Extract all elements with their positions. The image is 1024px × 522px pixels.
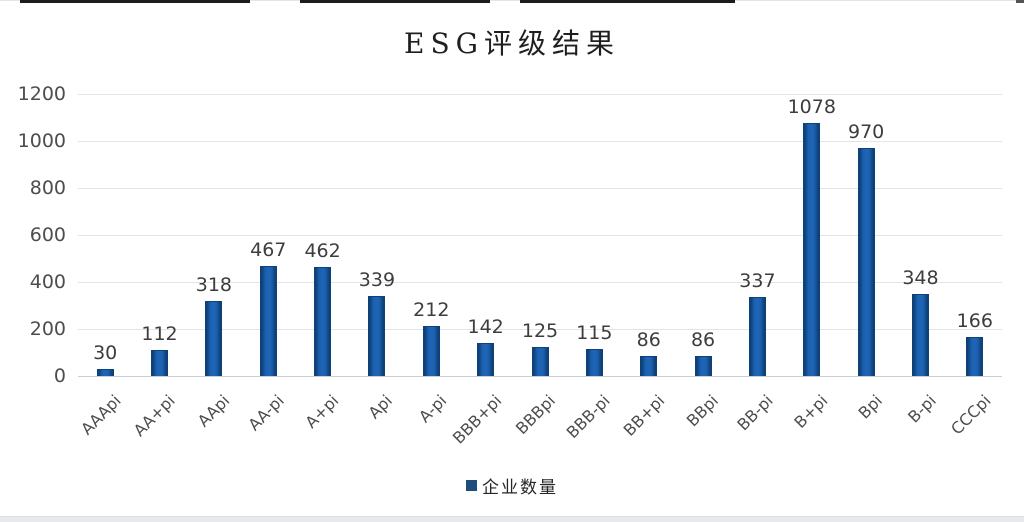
bar [694, 355, 712, 376]
x-tick-label: AA+pi [129, 391, 179, 441]
gridline [78, 282, 1002, 283]
y-tick-label: 0 [53, 365, 66, 387]
x-tick-label: Bpi [854, 391, 886, 423]
top-border-artifact [300, 0, 490, 3]
x-tick-label: CCCpi [946, 391, 995, 439]
bar [314, 267, 332, 376]
legend-series-label: 企业数量 [482, 478, 558, 498]
bar-value-label: 462 [304, 240, 341, 263]
bar-value-label: 337 [739, 269, 776, 292]
bar-value-label: 166 [956, 309, 993, 332]
corner-artifact [1016, 0, 1024, 3]
bar [966, 336, 984, 376]
x-tick-label: BBB+pi [448, 391, 506, 448]
x-tick-label: AA-pi [244, 391, 288, 435]
bar-value-label: 86 [690, 328, 716, 351]
x-tick-label: B+pi [790, 391, 832, 433]
x-tick-label: BBpi [683, 391, 723, 431]
top-edge-line [0, 0, 1024, 1]
gridline [78, 94, 1002, 95]
x-tick-label: B-pi [904, 391, 940, 427]
bar-value-label: 115 [576, 321, 613, 344]
y-tick-label: 200 [29, 318, 66, 340]
top-border-artifact [520, 0, 735, 3]
legend-marker-square-icon [466, 480, 477, 491]
x-tick-label: BB-pi [733, 391, 777, 435]
x-tick-label: AAApi [76, 391, 125, 439]
top-border-artifact [20, 0, 250, 3]
bar-value-label: 212 [413, 299, 450, 322]
bar-value-label: 125 [521, 319, 559, 342]
gridline [78, 188, 1002, 189]
y-tick-label: 800 [29, 177, 66, 199]
x-tick-label: AApi [193, 391, 234, 431]
bar [803, 122, 821, 376]
y-tick-label: 600 [29, 224, 66, 246]
y-tick-label: 1000 [17, 130, 66, 152]
x-tick-label: BBB-pi [562, 391, 614, 443]
bottom-edge-strip [0, 516, 1024, 522]
bar [748, 296, 766, 376]
bar-value-label: 348 [902, 267, 939, 290]
chart-title: ESG评级结果 [404, 27, 620, 60]
x-tick-label: BBBpi [512, 391, 560, 439]
x-tick-label: BB+pi [619, 391, 669, 440]
legend: 企业数量 [0, 473, 1024, 498]
bar-value-label: 30 [93, 341, 118, 364]
bar-value-label: 339 [358, 269, 396, 292]
bar [857, 148, 875, 376]
bar [205, 301, 223, 376]
bar [422, 326, 440, 376]
bar-value-label: 142 [467, 315, 504, 338]
bar-value-label: 86 [636, 328, 661, 351]
bar [368, 296, 386, 376]
bar [640, 355, 658, 376]
gridline [78, 235, 1002, 236]
bar-value-label: 1078 [787, 95, 836, 118]
bar [477, 342, 495, 376]
gridline [78, 141, 1002, 142]
bar-value-label: 467 [250, 239, 287, 262]
y-tick-label: 400 [29, 271, 66, 293]
bar [96, 368, 114, 376]
bar [531, 346, 549, 376]
bar [259, 266, 277, 376]
x-axis-line [78, 376, 1002, 377]
bar [151, 349, 169, 376]
bar-value-label: 318 [195, 274, 233, 297]
bar-value-label: 970 [847, 121, 885, 144]
bar [585, 348, 603, 376]
x-tick-label: Api [364, 391, 397, 423]
gridline [78, 329, 1002, 330]
x-tick-label: A-pi [415, 391, 451, 427]
bar-value-label: 112 [141, 322, 178, 345]
bar [911, 294, 929, 376]
x-tick-label: A+pi [301, 391, 343, 432]
y-tick-label: 1200 [17, 83, 66, 105]
